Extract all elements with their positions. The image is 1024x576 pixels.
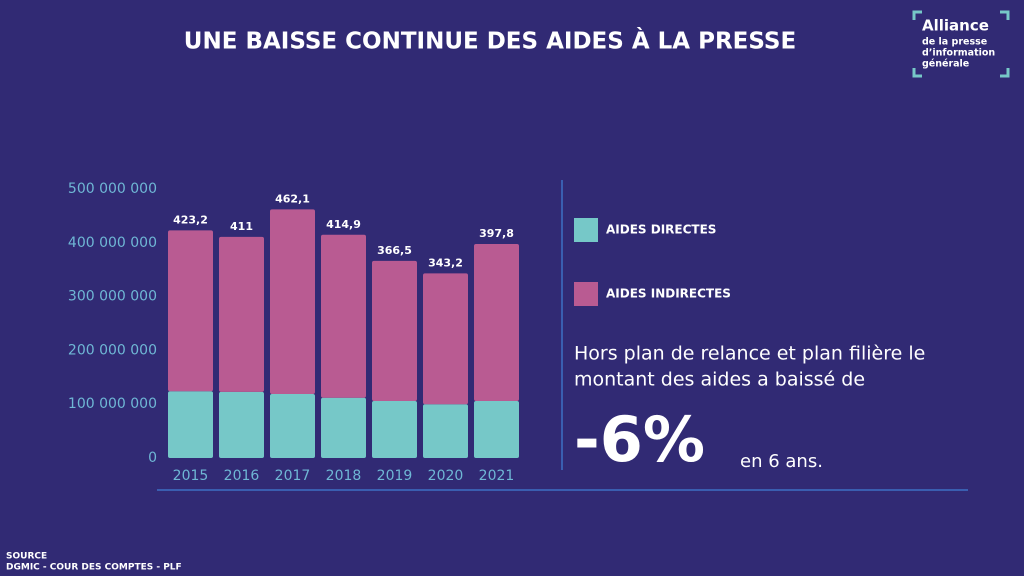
bar-segment — [321, 234, 366, 398]
highlight-suffix: en 6 ans. — [740, 451, 823, 472]
total-label: 366,5 — [377, 244, 412, 257]
logo-line: Alliance — [922, 17, 989, 35]
y-tick-label: 200 000 000 — [68, 342, 157, 358]
legend-label: AIDES INDIRECTES — [606, 287, 731, 301]
legend-swatch — [574, 282, 598, 306]
bar-segment — [219, 391, 264, 458]
note: montant des aides a baissé de — [574, 369, 865, 391]
bar-segment — [372, 260, 417, 401]
y-tick-label: 400 000 000 — [68, 235, 157, 251]
logo: Alliance de la presse d’information géné… — [912, 10, 1010, 78]
total-label: 411 — [230, 220, 253, 233]
x-tick-label: 2015 — [173, 468, 209, 484]
bar-segment — [270, 209, 315, 394]
source: SOURCE — [6, 552, 47, 562]
logo-line: générale — [922, 59, 969, 70]
y-tick-label: 0 — [148, 450, 157, 466]
bar-segment — [372, 400, 417, 458]
bar-segment — [219, 236, 264, 392]
total-label: 397,8 — [479, 227, 514, 240]
bar-segment — [423, 404, 468, 458]
legend-label: AIDES DIRECTES — [606, 223, 716, 237]
x-tick-label: 2019 — [377, 468, 413, 484]
logo-frame — [912, 10, 1010, 78]
y-tick-label: 500 000 000 — [68, 181, 157, 197]
logo-line: d’information — [922, 48, 995, 59]
bar-segment — [474, 400, 519, 458]
bar-segment — [423, 273, 468, 405]
logo-line: de la presse — [922, 37, 987, 48]
x-tick-label: 2018 — [326, 468, 362, 484]
x-tick-label: 2020 — [428, 468, 464, 484]
total-label: 423,2 — [173, 213, 208, 226]
bar-segment — [168, 391, 213, 458]
legend-swatch — [574, 218, 598, 242]
bar-segment — [321, 397, 366, 458]
bar-segment — [168, 230, 213, 392]
x-tick-label: 2021 — [479, 468, 515, 484]
highlight: -6% — [574, 403, 705, 476]
total-label: 414,9 — [326, 218, 361, 231]
note: Hors plan de relance et plan filière le — [574, 343, 925, 365]
x-tick-label: 2017 — [275, 468, 311, 484]
y-tick-label: 100 000 000 — [68, 396, 157, 412]
chart-title: UNE BAISSE CONTINUE DES AIDES À LA PRESS… — [184, 27, 796, 55]
total-label: 462,1 — [275, 192, 310, 205]
bar-segment — [270, 393, 315, 458]
y-tick-label: 300 000 000 — [68, 289, 157, 305]
bar-segment — [474, 243, 519, 401]
total-label: 343,2 — [428, 256, 463, 269]
source: DGMIC - COUR DES COMPTES - PLF — [6, 563, 182, 573]
x-tick-label: 2016 — [224, 468, 260, 484]
